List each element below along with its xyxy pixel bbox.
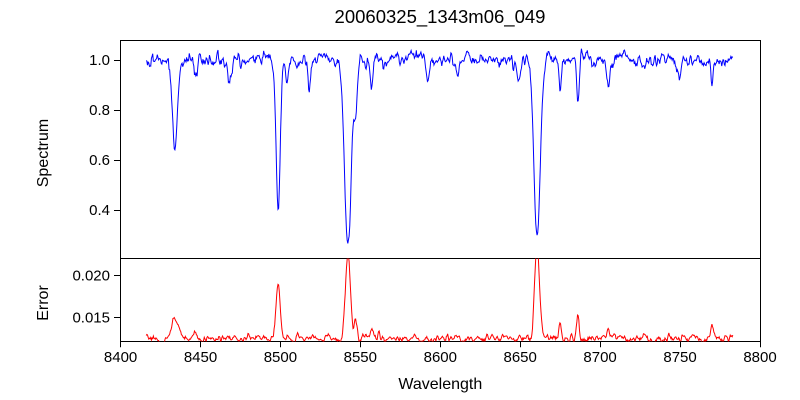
- svg-text:0.4: 0.4: [89, 202, 110, 219]
- svg-text:8700: 8700: [583, 349, 616, 366]
- svg-text:0.020: 0.020: [72, 268, 110, 285]
- svg-text:8450: 8450: [184, 349, 217, 366]
- svg-text:0.8: 0.8: [89, 102, 110, 119]
- svg-text:20060325_1343m06_049: 20060325_1343m06_049: [335, 6, 546, 28]
- svg-text:0.6: 0.6: [89, 152, 110, 169]
- svg-text:Error: Error: [35, 285, 52, 321]
- svg-text:1.0: 1.0: [89, 52, 110, 69]
- svg-text:8550: 8550: [344, 349, 377, 366]
- svg-text:8800: 8800: [743, 349, 776, 366]
- svg-text:Spectrum: Spectrum: [35, 119, 52, 187]
- svg-text:8750: 8750: [663, 349, 696, 366]
- svg-text:8650: 8650: [504, 349, 537, 366]
- svg-text:8400: 8400: [104, 349, 137, 366]
- svg-text:8600: 8600: [424, 349, 457, 366]
- svg-text:0.015: 0.015: [72, 310, 110, 327]
- svg-text:8500: 8500: [264, 349, 297, 366]
- svg-text:Wavelength: Wavelength: [398, 376, 482, 393]
